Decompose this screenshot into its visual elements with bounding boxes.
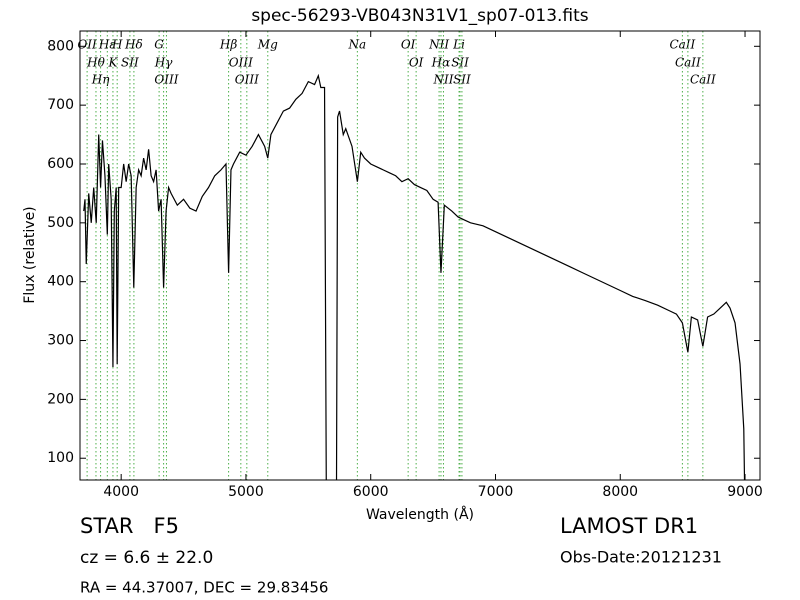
object-class: STAR F5 [80,514,179,538]
spectral-line-label: Hβ [219,38,237,52]
x-tick-label: 9000 [727,484,763,500]
x-tick-label: 6000 [353,484,389,500]
chart-title: spec-56293-VB043N31V1_sp07-013.fits [251,6,588,26]
spectral-line-label: OI [409,56,424,70]
spectral-line-label: Hε [98,38,116,52]
spectral-line-label: SII [453,73,471,87]
y-axis-label: Flux (relative) [22,206,38,303]
y-tick-label: 400 [47,274,74,290]
spectrum-line [83,73,746,480]
spectral-line-label: OIII [154,73,178,87]
spectral-line-label: Li [452,38,465,52]
spectral-line-label: Hθ [86,56,105,70]
redshift: cz = 6.6 ± 22.0 [80,548,213,568]
spectral-line-label: Hη [91,73,110,87]
y-tick-label: 800 [47,38,74,54]
plot-frame [79,30,761,481]
spectral-line-label: SII [121,56,139,70]
survey: LAMOST DR1 [560,514,698,538]
y-tick-label: 300 [47,333,74,349]
spectral-line-label: Mg [257,38,278,52]
y-tick-label: 500 [47,215,74,231]
spectral-line-label: SII [451,56,469,70]
spectral-line-label: Na [348,38,367,52]
x-tick-label: 5000 [228,484,264,500]
y-tick-label: 200 [47,391,74,407]
spectral-line-label: NII [432,73,453,87]
y-tick-label: 100 [47,450,74,466]
coordinates: RA = 44.37007, DEC = 29.83456 [80,579,328,597]
x-tick-label: 4000 [103,484,139,500]
x-axis-label: Wavelength (Å) [366,506,474,523]
y-tick-label: 600 [47,156,74,172]
spectral-line-label: OII [77,38,97,52]
spectral-line-label: K [107,56,118,70]
spectral-line-label: Hα [431,56,451,70]
spectral-line-label: Hγ [154,56,173,70]
spectral-line-label: CaII [675,56,701,70]
spectral-line-label: OIII [229,56,253,70]
spectral-line-label: NII [428,38,449,52]
spectral-line-label: Hδ [124,38,143,52]
spectral-line-label: CaII [669,38,695,52]
spectral-line-label: OIII [235,73,259,87]
y-tick-label: 700 [47,97,74,113]
x-tick-label: 8000 [602,484,638,500]
x-tick-label: 7000 [478,484,514,500]
spectral-line-label: OI [401,38,416,52]
obs-date: Obs-Date:20121231 [560,548,722,567]
spectral-line-label: G [154,38,164,52]
spectral-line-label: H [111,38,123,52]
spectral-line-label: CaII [690,73,716,87]
